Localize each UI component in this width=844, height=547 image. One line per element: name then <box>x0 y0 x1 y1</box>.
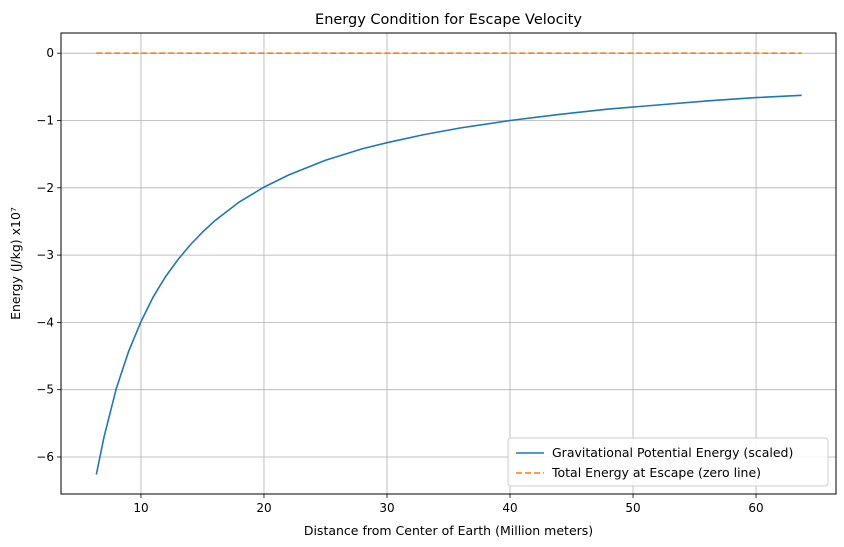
y-axis-label: Energy (J/kg) x10⁷ <box>8 207 23 320</box>
x-tick-label-5: 60 <box>748 501 763 515</box>
x-tick-label-2: 30 <box>379 501 394 515</box>
legend-label-0: Gravitational Potential Energy (scaled) <box>552 445 793 460</box>
y-axis: 0 −1 −2 −3 −4 −5 −6 <box>36 46 61 464</box>
y-tick-label-3: −3 <box>36 248 54 262</box>
x-tick-label-0: 10 <box>133 501 148 515</box>
y-tick-label-0: 0 <box>46 46 54 60</box>
y-tick-label-6: −6 <box>36 450 54 464</box>
x-tick-label-4: 50 <box>625 501 640 515</box>
legend-label-1: Total Energy at Escape (zero line) <box>551 465 761 480</box>
plot-frame <box>60 32 837 495</box>
y-tick-label-4: −4 <box>36 315 54 329</box>
x-axis: 10 20 30 40 50 60 <box>133 494 764 515</box>
x-tick-label-1: 20 <box>256 501 271 515</box>
y-tick-label-1: −1 <box>36 113 54 127</box>
chart-title: Energy Condition for Escape Velocity <box>315 12 582 28</box>
series-layer <box>95 52 802 475</box>
x-axis-label: Distance from Center of Earth (Million m… <box>304 523 593 538</box>
y-tick-label-5: −5 <box>36 383 54 397</box>
grid <box>61 33 836 494</box>
series-line-0 <box>95 94 802 475</box>
x-tick-label-3: 40 <box>502 501 517 515</box>
legend-box <box>507 437 829 487</box>
y-tick-label-2: −2 <box>36 181 54 195</box>
legend: Gravitational Potential Energy (scaled) T… <box>507 437 829 487</box>
